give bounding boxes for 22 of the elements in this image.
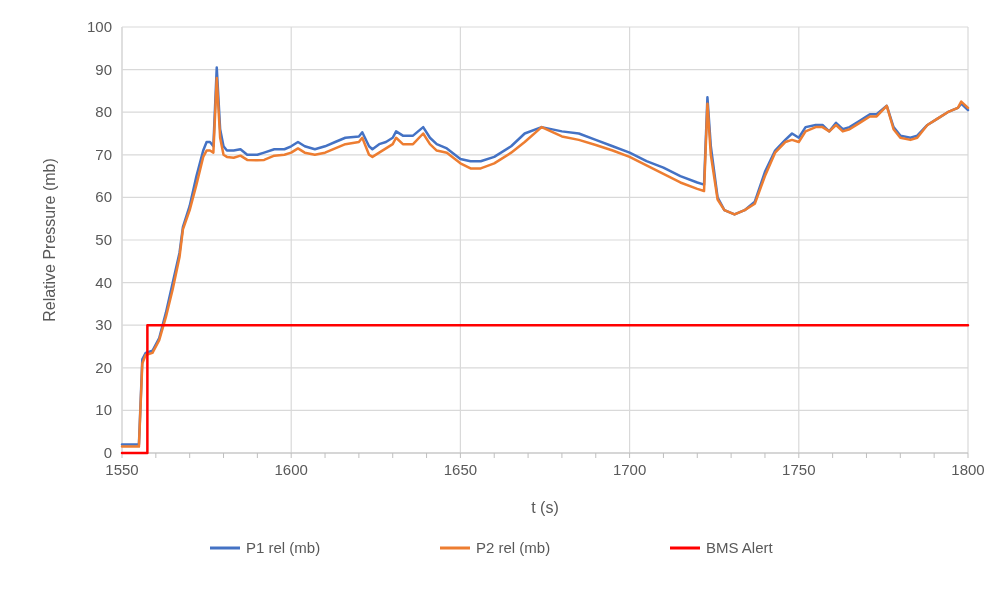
y-tick-label: 100 — [86, 18, 112, 35]
y-tick-label: 50 — [95, 231, 112, 248]
legend-label: P2 rel (mb) — [476, 539, 551, 556]
legend-label: P1 rel (mb) — [246, 539, 321, 556]
y-tick-label: 20 — [95, 358, 112, 376]
y-axis-title: Relative Pressure (mb) — [41, 158, 58, 322]
x-axis-title: t (s) — [531, 499, 559, 516]
y-tick-label: 70 — [95, 145, 112, 163]
y-tick-label: 80 — [95, 103, 112, 121]
y-tick-label: 60 — [95, 188, 112, 206]
x-tick-label: 1800 — [951, 461, 985, 478]
y-tick-label: 10 — [95, 401, 112, 419]
x-tick-label: 1550 — [105, 461, 139, 478]
legend-label: BMS Alert — [706, 539, 774, 556]
x-tick-label: 1600 — [274, 461, 308, 478]
x-tick-label: 1750 — [782, 461, 816, 478]
y-tick-label: 40 — [95, 273, 112, 291]
y-tick-label: 30 — [95, 316, 112, 334]
x-tick-label: 1650 — [443, 461, 478, 478]
y-tick-label: 0 — [103, 444, 112, 461]
x-tick-label: 1700 — [612, 461, 647, 478]
y-tick-label: 90 — [95, 60, 112, 78]
